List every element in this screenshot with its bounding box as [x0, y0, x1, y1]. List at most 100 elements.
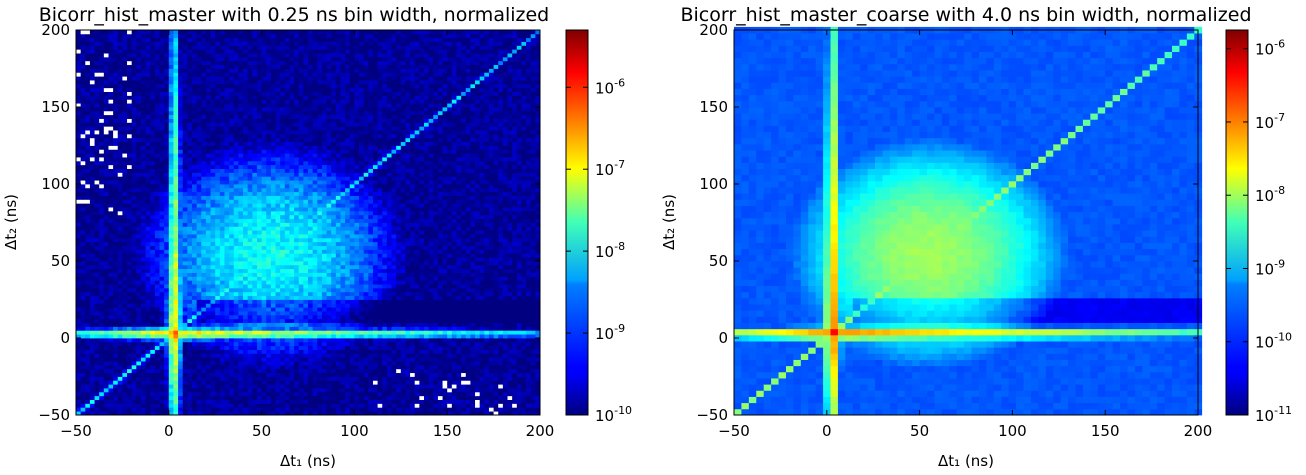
heatmap-cell — [284, 222, 290, 227]
heatmap-cell — [140, 68, 146, 73]
heatmap-cell — [108, 311, 114, 316]
heatmap-cell — [117, 80, 123, 85]
heatmap-cell — [127, 218, 133, 223]
heatmap-cell — [145, 261, 151, 266]
heatmap-cell — [99, 157, 105, 162]
heatmap-cell — [76, 60, 82, 66]
heatmap-cell — [127, 353, 133, 358]
heatmap-cell — [192, 195, 198, 200]
heatmap-cell — [256, 87, 262, 92]
heatmap-cell — [168, 303, 174, 308]
heatmap-cell — [275, 149, 281, 154]
heatmap-cell — [289, 264, 295, 270]
heatmap-cell — [117, 83, 123, 89]
heatmap-cell — [243, 110, 249, 116]
heatmap-cell — [89, 126, 95, 131]
heatmap-cell — [196, 56, 202, 62]
heatmap-cell — [284, 314, 290, 320]
heatmap-cell — [99, 357, 105, 362]
heatmap-cell — [127, 168, 133, 173]
heatmap-cell — [252, 249, 258, 254]
heatmap-cell — [113, 372, 119, 377]
heatmap-cell — [99, 110, 105, 116]
heatmap-cell — [159, 357, 165, 362]
heatmap-cell — [196, 326, 202, 331]
heatmap-cell — [94, 261, 100, 266]
heatmap-cell — [80, 411, 86, 416]
heatmap-cell — [256, 357, 262, 362]
heatmap-cell — [145, 195, 151, 200]
heatmap-cell — [85, 349, 91, 354]
heatmap-cell — [298, 303, 304, 308]
heatmap-cell — [154, 107, 160, 112]
heatmap-cell — [219, 334, 225, 339]
heatmap-cell — [76, 403, 82, 408]
heatmap-cell — [178, 95, 184, 100]
heatmap-cell — [261, 249, 267, 254]
heatmap-cell — [219, 56, 225, 62]
heatmap-cell — [261, 399, 267, 404]
heatmap-cell — [178, 191, 184, 196]
heatmap-cell — [187, 157, 193, 162]
heatmap-cell — [108, 334, 114, 339]
heatmap-cell — [168, 60, 174, 66]
heatmap-cell — [173, 295, 179, 300]
heatmap-cell — [173, 210, 179, 216]
heatmap-cell — [210, 72, 216, 77]
heatmap-cell — [201, 395, 207, 400]
heatmap-cell — [224, 210, 230, 216]
heatmap-cell — [266, 56, 272, 62]
heatmap-cell — [103, 268, 109, 273]
heatmap-cell — [252, 141, 258, 146]
heatmap-cell — [178, 56, 184, 62]
heatmap-cell — [99, 153, 105, 158]
heatmap-cell — [247, 307, 253, 312]
heatmap-cell — [108, 210, 114, 216]
heatmap-cell — [294, 349, 300, 354]
heatmap-cell — [280, 295, 286, 300]
heatmap-cell — [99, 326, 105, 331]
heatmap-cell — [205, 114, 211, 119]
heatmap-cell — [108, 245, 114, 250]
heatmap-cell — [298, 299, 304, 304]
heatmap-cell — [205, 118, 211, 123]
heatmap-cell — [233, 37, 239, 42]
heatmap-cell — [178, 349, 184, 354]
heatmap-cell — [303, 237, 309, 243]
heatmap-cell — [131, 284, 137, 289]
heatmap-cell — [145, 249, 151, 254]
heatmap-cell — [247, 314, 253, 320]
heatmap-cell — [140, 207, 146, 212]
heatmap-cell — [113, 368, 119, 374]
heatmap-cell — [140, 153, 146, 158]
heatmap-cell — [131, 60, 137, 66]
heatmap-cell — [252, 210, 258, 216]
heatmap-cell — [256, 368, 262, 374]
heatmap-cell — [108, 33, 114, 39]
heatmap-cell — [113, 141, 119, 146]
heatmap-cell — [182, 334, 188, 339]
heatmap-cell — [196, 110, 202, 116]
heatmap-cell — [103, 303, 109, 308]
heatmap-cell — [201, 133, 207, 139]
heatmap-cell — [108, 172, 114, 177]
heatmap-cell — [252, 195, 258, 200]
heatmap-cell — [298, 218, 304, 223]
heatmap-cell — [303, 326, 309, 331]
heatmap-cell — [164, 326, 170, 331]
heatmap-cell — [89, 53, 95, 58]
heatmap-cell — [192, 230, 198, 235]
heatmap-cell — [233, 160, 239, 166]
heatmap-cell — [196, 172, 202, 177]
heatmap-cell — [270, 287, 276, 293]
heatmap-cell — [154, 187, 160, 193]
heatmap-cell — [261, 33, 267, 39]
heatmap-cell — [159, 72, 165, 77]
heatmap-cell — [89, 311, 95, 316]
heatmap-cell — [201, 130, 207, 135]
heatmap-cell — [215, 226, 221, 231]
heatmap-cell — [252, 126, 258, 131]
heatmap-cell — [94, 257, 100, 262]
heatmap-cell — [266, 76, 272, 81]
heatmap-cell — [229, 180, 235, 185]
